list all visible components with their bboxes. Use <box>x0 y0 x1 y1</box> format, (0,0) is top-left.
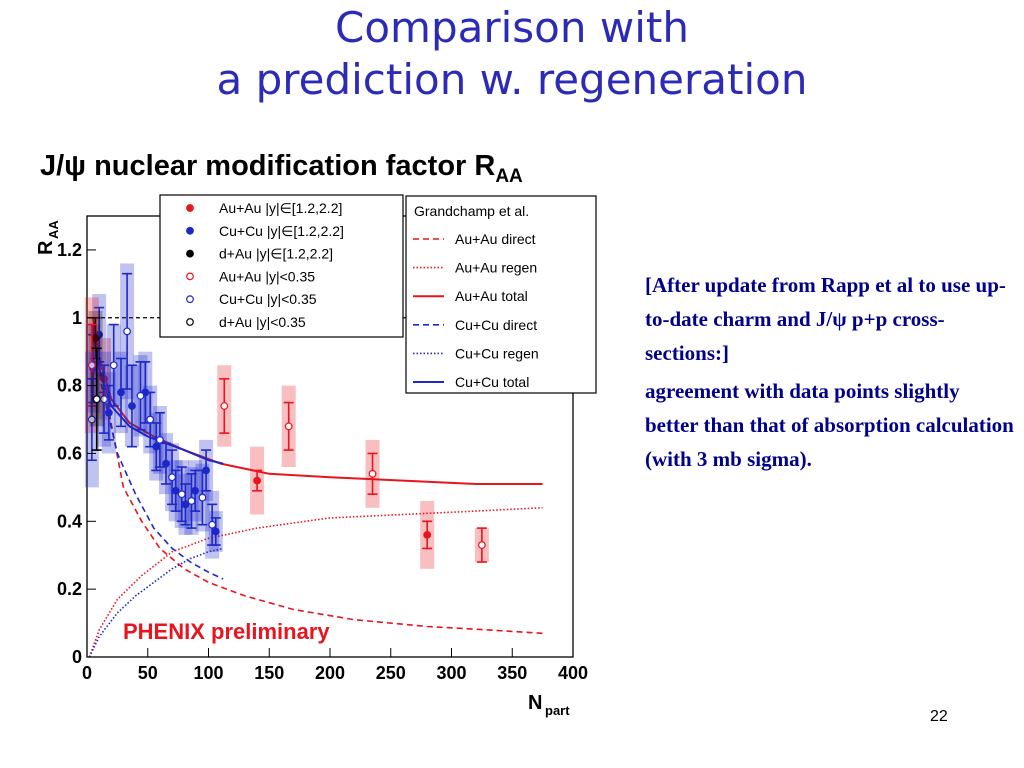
x-tick-label-8: 350 <box>497 663 527 683</box>
model-curve-2 <box>88 506 543 658</box>
data-series-5 <box>84 263 220 559</box>
x-tick-label-1: 0 <box>82 663 92 683</box>
y-axis-title: RAA <box>35 220 61 255</box>
model-curve-5 <box>88 547 224 658</box>
series-6-point-1-marker <box>92 395 101 404</box>
data-legend-label-6: d+Au |y|<0.35 <box>219 314 306 330</box>
chart-annotation: PHENIX preliminary <box>123 619 330 644</box>
chart-title-subscript: AA <box>495 165 523 187</box>
notes: [After update from Rapp et al to use up-… <box>645 268 1015 480</box>
series-5-point-5-marker <box>136 391 145 400</box>
data-legend: Au+Au |y|∈[1.2,2.2] Cu+Cu |y|∈[1.2,2.2] d+… <box>159 194 404 338</box>
series-5-point-9-marker <box>177 490 186 499</box>
slide-title-line-2: a prediction w. regeneration <box>216 55 808 104</box>
model-legend-label-6: Cu+Cu total <box>455 374 529 390</box>
model-legend-label-5: Cu+Cu regen <box>455 345 539 361</box>
data-legend-marker-1 <box>186 204 194 212</box>
x-axis-label-subscript: part <box>545 703 570 718</box>
data-legend-label-3: d+Au |y|∈[1.2,2.2] <box>219 246 333 262</box>
data-legend-marker-3 <box>186 249 194 258</box>
model-legend-label-4: Cu+Cu direct <box>455 317 537 333</box>
series-2-point-5-marker <box>128 402 136 410</box>
y-tick-label-7: 1.2 <box>57 240 82 260</box>
data-legend-marker-4 <box>186 272 194 281</box>
series-4-point-3-marker <box>284 422 293 431</box>
y-tick-label-3: 0.4 <box>57 511 82 531</box>
data-legend-box <box>159 194 404 338</box>
series-5-point-6-marker <box>146 415 155 424</box>
y-tick-label-2: 0.2 <box>57 579 82 599</box>
model-legend: Grandchamp et al. Au+Au direct Au+Au regen… <box>405 195 597 394</box>
data-legend-marker-6 <box>186 318 194 326</box>
series-2-point-8-marker <box>162 459 170 468</box>
series-5-point-2-marker <box>100 395 108 404</box>
model-legend-box <box>405 195 597 394</box>
data-legend-label-4: Au+Au |y|<0.35 <box>219 268 315 284</box>
chart-title: J/ψ nuclear modification factor RAA <box>40 150 523 188</box>
x-tick-label-3: 100 <box>193 663 223 683</box>
chart: 0 50 100 150 200 250 300 350 400 0 0.2 0.4 0.6 0.8 1 1.… <box>35 194 597 718</box>
model-legend-title: Grandchamp et al. <box>414 203 529 219</box>
series-5-point-12-marker <box>208 520 217 529</box>
series-1-point-2-marker <box>253 476 262 485</box>
series-4-point-1-marker <box>87 361 96 370</box>
series-5-point-8-marker <box>168 473 176 482</box>
model-legend-label-3: Au+Au total <box>455 288 528 304</box>
series-5-point-7-marker <box>155 435 164 444</box>
series-1-point-3-marker <box>423 530 432 539</box>
data-legend-label-5: Cu+Cu |y|<0.35 <box>219 291 317 307</box>
y-axis-label-subscript: AA <box>46 220 61 239</box>
x-tick-label-9: 400 <box>558 663 588 683</box>
y-tick-label-6: 1 <box>72 308 82 328</box>
x-tick-label-5: 200 <box>315 663 345 683</box>
series-4-point-5-marker <box>477 541 486 549</box>
x-tick-label-7: 300 <box>436 663 466 683</box>
y-tick-label-1: 0 <box>72 647 82 667</box>
chart-title-text: J/ψ nuclear modification factor R <box>40 150 496 182</box>
series-4-point-4-marker <box>368 469 377 478</box>
slide-title: Comparison with a prediction w. regenera… <box>0 2 1024 106</box>
model-legend-label-2: Au+Au regen <box>455 260 537 276</box>
series-4-point-2-marker <box>220 402 229 410</box>
x-tick-label-2: 50 <box>138 663 158 683</box>
y-tick-label-4: 0.6 <box>57 443 82 463</box>
y-tick-label-5: 0.8 <box>57 376 82 396</box>
series-5-point-3-marker <box>109 361 118 370</box>
series-5-point-10-marker <box>187 497 196 505</box>
series-5-point-4-marker <box>123 327 131 336</box>
model-legend-label-1: Au+Au direct <box>455 231 536 247</box>
data-legend-label-1: Au+Au |y|∈[1.2,2.2] <box>219 200 342 216</box>
series-5-point-11-marker <box>198 493 207 502</box>
x-tick-label-4: 150 <box>254 663 284 683</box>
notes-paragraph-1: [After update from Rapp et al to use up-… <box>645 273 1006 365</box>
y-axis-label: R <box>35 240 57 255</box>
notes-paragraph-2: agreement with data points slightly bett… <box>645 379 1014 471</box>
series-5-point-1-marker <box>87 415 96 424</box>
data-legend-marker-5 <box>186 295 194 304</box>
x-tick-label-6: 250 <box>376 663 406 683</box>
data-legend-marker-2 <box>186 226 194 235</box>
series-2-point-3-marker <box>104 408 113 417</box>
slide-title-line-1: Comparison with <box>335 3 689 52</box>
model-curve-4 <box>91 324 224 580</box>
slide-number: 22 <box>930 708 948 725</box>
data-legend-label-2: Cu+Cu |y|∈[1.2,2.2] <box>219 223 344 239</box>
x-axis-label: N <box>528 692 542 714</box>
series-2-point-4-marker <box>117 388 125 397</box>
model-curve-1 <box>92 324 543 635</box>
